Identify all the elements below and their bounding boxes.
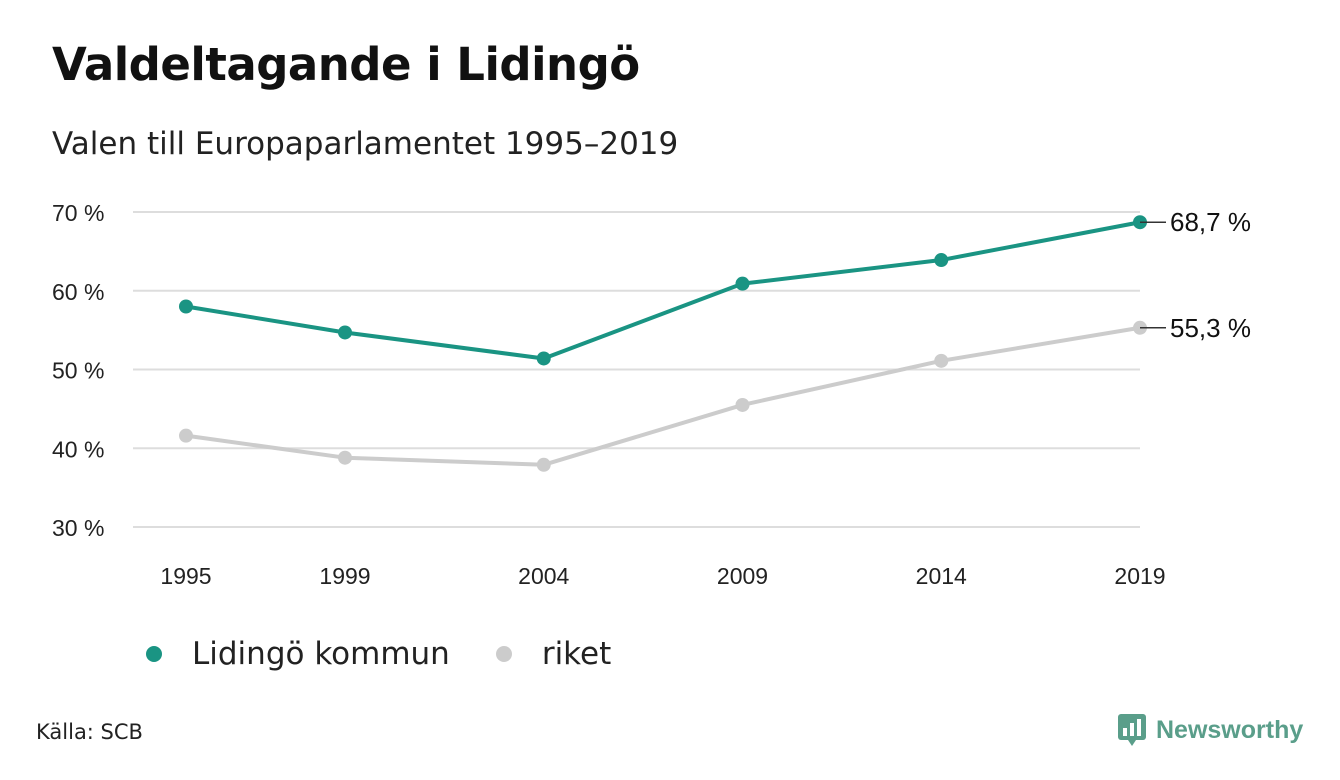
- chart-bubble-icon: [1118, 714, 1146, 746]
- data-point: [536, 351, 551, 366]
- end-value-label: 68,7 %: [1170, 207, 1251, 237]
- legend-marker-riket: [495, 646, 512, 662]
- x-tick-label: 2004: [518, 563, 569, 589]
- brand-logo[interactable]: Newsworthy: [1118, 714, 1303, 746]
- data-point: [735, 397, 750, 412]
- y-tick-label: 50 %: [52, 358, 104, 384]
- data-point: [179, 428, 193, 443]
- data-point: [536, 457, 551, 472]
- legend: Lidingö kommun riket: [146, 636, 657, 672]
- brand-name: Newsworthy: [1156, 715, 1304, 744]
- legend-label-lidingo: Lidingö kommun: [192, 636, 450, 672]
- x-tick-label: 1999: [319, 563, 370, 589]
- data-point: [179, 299, 193, 314]
- series-line: [185, 325, 1141, 467]
- data-point: [934, 253, 949, 268]
- series-line: [185, 220, 1141, 361]
- legend-label-riket: riket: [541, 636, 612, 672]
- y-tick-label: 60 %: [52, 279, 104, 305]
- x-tick-label: 2019: [1114, 563, 1165, 589]
- x-tick-label: 2009: [717, 563, 768, 589]
- legend-item-riket: riket: [495, 636, 612, 672]
- x-tick-label: 2014: [916, 563, 967, 589]
- data-point: [735, 276, 750, 291]
- data-point: [338, 450, 352, 465]
- chart-subtitle: Valen till Europaparlamentet 1995–2019: [52, 126, 679, 162]
- end-value-label: 55,3 %: [1170, 313, 1251, 343]
- y-tick-label: 30 %: [52, 515, 104, 541]
- data-point: [934, 353, 949, 368]
- chart-title: Valdeltagande i Lidingö: [52, 38, 640, 91]
- y-tick-label: 70 %: [52, 200, 104, 226]
- y-tick-label: 40 %: [52, 436, 104, 462]
- data-point: [338, 325, 352, 340]
- legend-item-lidingo: Lidingö kommun: [146, 636, 450, 672]
- x-tick-label: 1995: [160, 563, 211, 589]
- legend-marker-lidingo: [146, 646, 162, 662]
- source-note: Källa: SCB: [36, 720, 143, 744]
